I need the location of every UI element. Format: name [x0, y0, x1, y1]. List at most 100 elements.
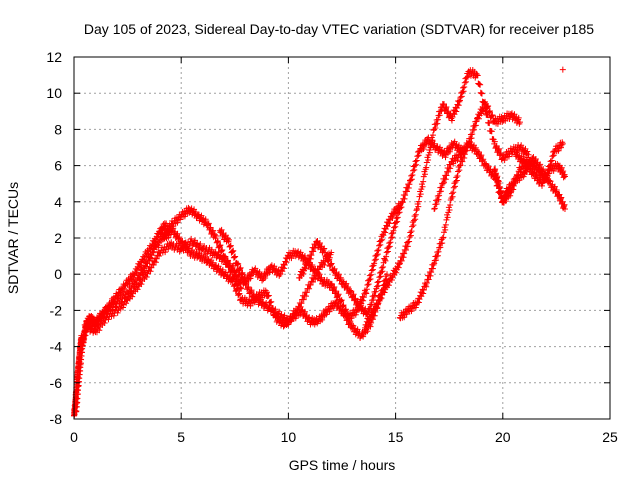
data-point [529, 169, 536, 176]
data-point [313, 238, 320, 245]
data-point-interp [202, 216, 209, 223]
data-point-interp [229, 264, 236, 271]
data-point-interp [367, 276, 374, 283]
data-point-interp [472, 144, 479, 151]
data-point-interp [459, 84, 466, 91]
data-point-interp [247, 275, 254, 282]
data-point-interp [379, 268, 386, 275]
data-point-interp [420, 145, 427, 152]
data-point-interp [235, 291, 242, 298]
data-point-interp [408, 176, 415, 183]
data-point-interp [354, 298, 361, 305]
data-point-interp [271, 311, 278, 318]
data-point-interp [412, 216, 419, 223]
data-point-interp [478, 152, 485, 159]
data-point-interp [377, 273, 384, 280]
data-point-interp [447, 165, 454, 172]
data-point-interp [386, 220, 393, 227]
data-point [381, 256, 388, 263]
data-point-interp [385, 244, 392, 251]
data-point-interp [244, 285, 251, 292]
data-point-interp [224, 235, 231, 242]
data-point-interp [539, 182, 546, 189]
data-point-interp [408, 228, 415, 235]
data-point-interp [330, 285, 337, 292]
data-point-interp [218, 226, 225, 233]
data-point-interp [455, 102, 462, 109]
data-point-interp [455, 168, 462, 175]
data-point-interp [425, 276, 432, 283]
data-point-interp [188, 235, 195, 242]
data-point-interp [266, 269, 273, 276]
data-point [525, 151, 532, 158]
data-point-interp [391, 224, 398, 231]
data-point-interp [415, 299, 422, 306]
data-point-interp [333, 288, 340, 295]
data-point [456, 97, 463, 104]
data-point-interp [374, 247, 381, 254]
data-point-interp [345, 284, 352, 291]
data-point-interp [227, 242, 234, 249]
data-point-interp [440, 234, 447, 241]
data-point-interp [508, 184, 515, 191]
data-point-interp [174, 230, 181, 237]
data-point-interp [497, 151, 504, 158]
data-point-interp [389, 234, 396, 241]
data-point-interp [379, 236, 386, 243]
data-point-interp [457, 162, 464, 169]
data-point-interp [120, 304, 127, 311]
data-point-interp [374, 304, 381, 311]
data-point [559, 140, 566, 147]
data-point-interp [376, 274, 383, 281]
data-point-interp [420, 178, 427, 185]
data-point-interp [524, 148, 531, 155]
data-point-interp [312, 276, 319, 283]
data-point-interp [438, 107, 445, 114]
data-point-interp [411, 213, 418, 220]
data-point-interp [176, 216, 183, 223]
data-point-interp [442, 221, 449, 228]
data-point-interp [205, 220, 212, 227]
data-point-interp [409, 171, 416, 178]
data-point-interp [486, 120, 493, 127]
y-tick-label: -6 [50, 375, 63, 391]
data-point-interp [429, 132, 436, 139]
data-point-interp [372, 256, 379, 263]
data-point-interp [110, 312, 117, 319]
data-point-interp [147, 268, 154, 275]
data-point-interp [453, 108, 460, 115]
data-point-interp [477, 153, 484, 160]
data-point [328, 249, 335, 256]
data-point-interp [412, 211, 419, 218]
data-point-interp [388, 277, 395, 284]
data-point-interp [181, 240, 188, 247]
data-point-interp [480, 156, 487, 163]
data-point-interp [374, 251, 381, 258]
y-tick-label: 6 [54, 158, 62, 174]
data-point-interp [468, 135, 475, 142]
data-point-interp [363, 286, 370, 293]
data-point-interp [496, 145, 503, 152]
data-point-interp [452, 183, 459, 190]
data-point-interp [320, 246, 327, 253]
data-point-interp [420, 287, 427, 294]
data-point-interp [488, 128, 495, 135]
data-point-interp [331, 299, 338, 306]
data-point-interp [369, 312, 376, 319]
data-point-interp [342, 306, 349, 313]
data-point-interp [501, 157, 508, 164]
data-point [221, 256, 228, 263]
data-point-interp [302, 265, 309, 272]
data-point-interp [352, 311, 359, 318]
data-point-interp [298, 300, 305, 307]
data-point-interp [138, 281, 145, 288]
data-point-interp [319, 316, 326, 323]
data-point-interp [342, 307, 349, 314]
data-point-interp [435, 196, 442, 203]
data-point-interp [224, 257, 231, 264]
data-point-interp [526, 161, 533, 168]
data-point-interp [461, 79, 468, 86]
data-point-interp [406, 181, 413, 188]
data-point-interp [360, 333, 367, 340]
data-point-interp [378, 264, 385, 271]
